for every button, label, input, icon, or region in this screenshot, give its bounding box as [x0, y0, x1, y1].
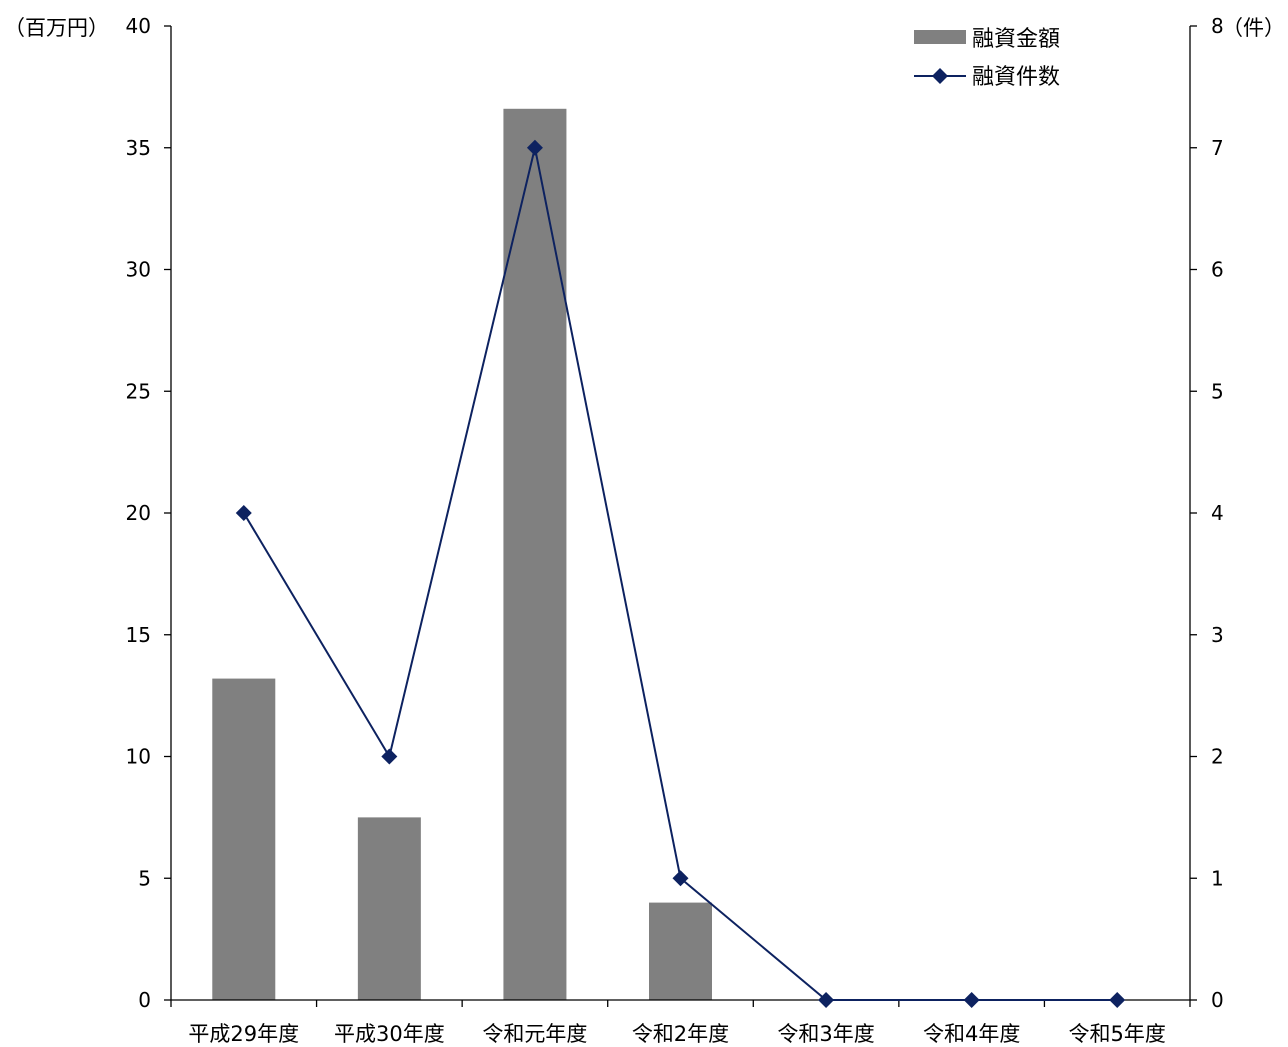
- left-tick-label: 5: [138, 866, 151, 890]
- bar: [649, 902, 712, 1000]
- line-point: [672, 870, 689, 887]
- legend-diamond-marker: [932, 68, 948, 84]
- right-tick-label: 2: [1211, 745, 1224, 769]
- left-tick-label: 15: [126, 623, 151, 647]
- category-label: 平成29年度: [188, 1022, 299, 1046]
- legend-bar-swatch: [914, 30, 966, 44]
- tick-labels: 0 5 10 15 20 25 30 35 40 0 1 2 3 4 5 6 7 8 平成29年度 平成30年度 令和元…: [126, 14, 1224, 1046]
- line-point: [1109, 992, 1126, 1008]
- right-axis-unit: （件）: [1222, 16, 1285, 40]
- right-tick-label: 1: [1211, 866, 1224, 890]
- axes: [164, 25, 1197, 1007]
- right-tick-label: 0: [1211, 988, 1224, 1012]
- category-label: 令和元年度: [482, 1022, 587, 1046]
- legend-label-count: 融資件数: [972, 65, 1060, 90]
- line-point: [381, 748, 398, 765]
- bar: [357, 817, 421, 1000]
- category-label: 令和4年度: [923, 1022, 1020, 1046]
- left-tick-label: 25: [126, 379, 151, 403]
- category-label: 令和5年度: [1069, 1022, 1166, 1046]
- right-tick-label: 4: [1211, 501, 1224, 525]
- right-tick-label: 6: [1211, 258, 1224, 282]
- left-tick-label: 35: [126, 136, 151, 160]
- right-tick-label: 5: [1211, 379, 1224, 403]
- right-tick-label: 7: [1211, 136, 1224, 160]
- line-point: [526, 139, 543, 156]
- category-label: 令和2年度: [632, 1022, 729, 1046]
- bar-series: [212, 108, 712, 1001]
- line-series: [235, 139, 1126, 1008]
- line-point: [818, 992, 835, 1008]
- category-label: 令和3年度: [777, 1022, 874, 1046]
- legend: 融資金額 融資件数: [914, 27, 1060, 90]
- bar: [212, 678, 276, 1000]
- category-label: 平成30年度: [334, 1022, 445, 1046]
- line-point: [235, 505, 252, 521]
- left-tick-label: 10: [126, 745, 151, 769]
- right-tick-label: 3: [1211, 623, 1224, 647]
- left-tick-label: 30: [126, 258, 151, 282]
- legend-label-amount: 融資金額: [972, 27, 1060, 52]
- line-point: [963, 992, 980, 1008]
- left-axis-unit: （百万円）: [4, 16, 109, 40]
- left-tick-label: 20: [126, 501, 151, 525]
- left-tick-label: 40: [126, 14, 151, 38]
- left-tick-label: 0: [138, 988, 151, 1012]
- right-tick-label: 8: [1211, 14, 1224, 38]
